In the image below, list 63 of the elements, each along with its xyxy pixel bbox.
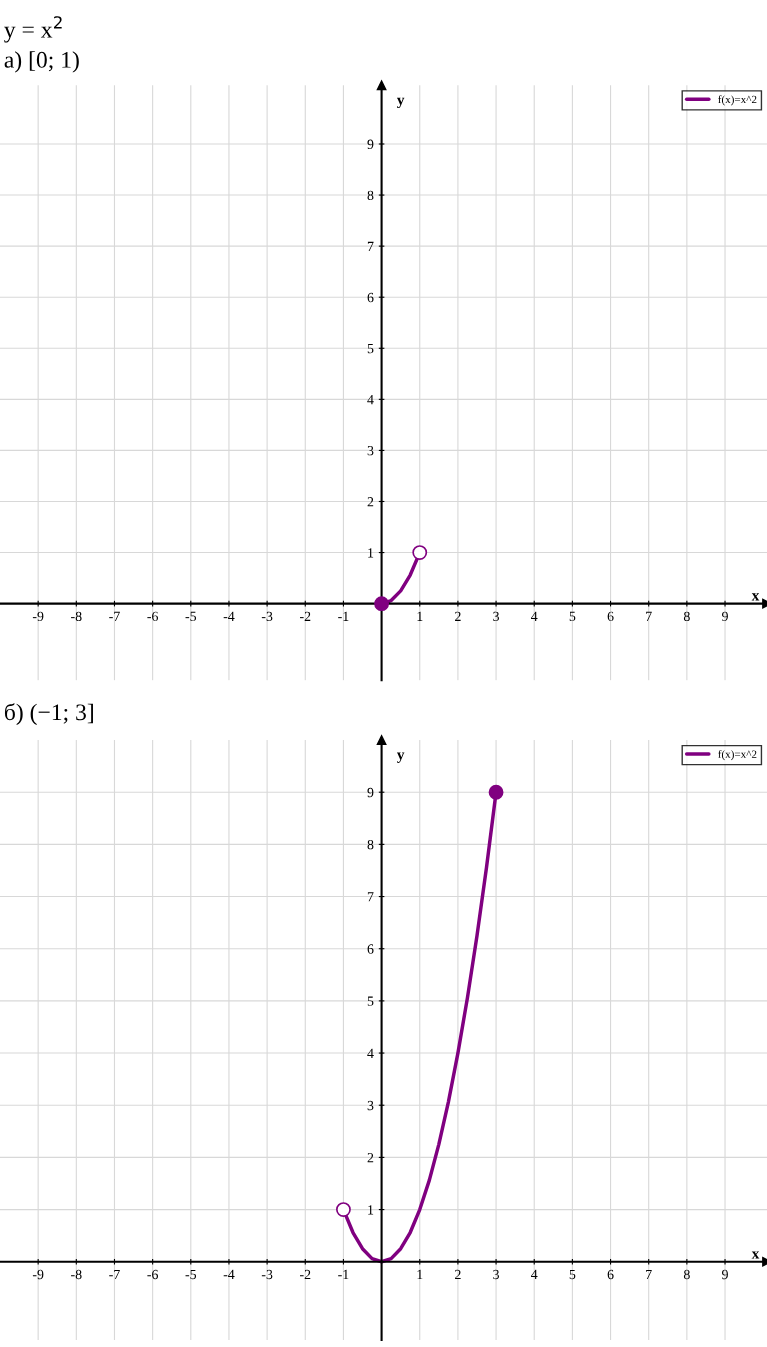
y-tick-label: 9 (367, 787, 374, 798)
y-tick-label: 1 (368, 1205, 374, 1215)
x-tick-label: -7 (109, 611, 120, 621)
x-tick-label: 1 (417, 611, 423, 621)
y-tick-label: 5 (367, 996, 374, 1006)
y-tick-label: 8 (367, 839, 374, 850)
y-tick-label: 8 (367, 190, 374, 201)
x-tick-label: 7 (646, 611, 652, 621)
x-tick-label: -5 (185, 611, 197, 622)
x-tick-label: -6 (147, 1269, 159, 1280)
x-tick-label: -7 (109, 1269, 120, 1280)
x-tick-label: 6 (607, 1269, 614, 1280)
x-tick-label: -4 (223, 611, 235, 621)
x-tick-label: -3 (261, 611, 273, 622)
x-tick-label: 9 (722, 611, 728, 622)
legend-label: f(x)=x^2 (718, 750, 757, 761)
x-tick-label: 9 (722, 1269, 728, 1280)
x-tick-label: -8 (71, 1269, 82, 1280)
chart-title: б) (−1; 3] (4, 703, 93, 726)
y-tick-label: 6 (367, 944, 374, 954)
x-tick-label: -6 (147, 611, 159, 622)
y-tick-label: 7 (367, 892, 374, 902)
x-tick-label: 6 (607, 611, 614, 622)
y-tick-label: 4 (367, 395, 374, 405)
y-tick-label: 5 (367, 344, 374, 354)
x-tick-label: 2 (455, 611, 461, 621)
x-axis-title: x (751, 593, 760, 601)
chart-title: y = x$^{2}$ (4, 16, 62, 43)
x-tick-label: -1 (338, 1269, 349, 1280)
y-tick-label: 6 (367, 292, 374, 303)
x-tick-label: -9 (32, 611, 44, 622)
chart-subtitle: а) [0; 1) (4, 51, 79, 73)
x-tick-label: -2 (300, 1269, 311, 1280)
x-tick-label: -4 (223, 1269, 235, 1280)
x-tick-label: 5 (569, 1269, 576, 1280)
x-tick-label: -2 (300, 611, 311, 621)
y-tick-label: 9 (367, 139, 374, 149)
legend-label: f(x)=x^2 (718, 95, 757, 106)
y-tick-label: 2 (367, 1153, 374, 1163)
y-tick-label: 3 (367, 446, 374, 456)
x-tick-label: -8 (71, 611, 82, 622)
x-tick-label: -3 (261, 1269, 273, 1280)
y-tick-label: 1 (368, 548, 374, 558)
x-tick-label: 4 (531, 1269, 538, 1280)
x-tick-label: 1 (417, 1269, 423, 1280)
y-tick-label: 4 (367, 1048, 374, 1058)
x-tick-label: -9 (32, 1269, 44, 1280)
y-tick-label: 7 (367, 241, 374, 251)
x-tick-label: 3 (493, 611, 499, 622)
x-tick-label: 5 (569, 611, 576, 622)
y-tick-label: 2 (367, 497, 374, 507)
y-axis-title: y (397, 97, 405, 109)
x-tick-label: 2 (455, 1269, 461, 1280)
x-tick-label: 4 (531, 611, 538, 621)
x-tick-label: 8 (683, 611, 690, 622)
x-tick-label: -5 (185, 1269, 197, 1280)
x-tick-label: 7 (646, 1269, 652, 1280)
x-tick-label: 8 (683, 1269, 690, 1280)
y-axis-title: y (397, 752, 405, 763)
x-axis-title: x (751, 1251, 760, 1259)
x-tick-label: -1 (338, 611, 349, 621)
y-tick-label: 3 (367, 1100, 374, 1111)
x-tick-label: 3 (493, 1269, 499, 1280)
